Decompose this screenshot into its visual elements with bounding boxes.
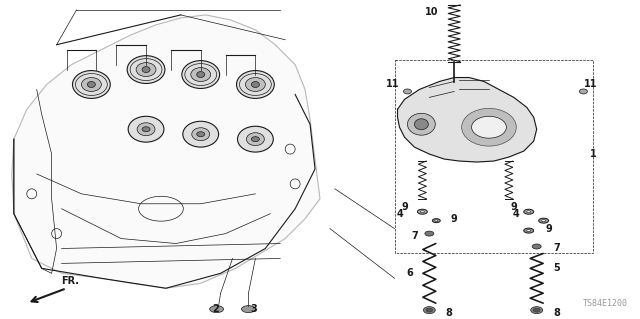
Ellipse shape	[435, 220, 438, 221]
Text: 9: 9	[401, 202, 408, 212]
Ellipse shape	[192, 128, 210, 141]
Text: 3: 3	[250, 304, 257, 314]
Text: 7: 7	[411, 231, 418, 241]
Ellipse shape	[252, 82, 259, 87]
Text: 11: 11	[584, 79, 597, 90]
Ellipse shape	[532, 244, 541, 249]
Ellipse shape	[424, 307, 435, 314]
Ellipse shape	[142, 67, 150, 72]
Ellipse shape	[237, 126, 273, 152]
Text: 9: 9	[511, 202, 517, 212]
Ellipse shape	[237, 70, 275, 98]
Ellipse shape	[88, 82, 95, 87]
Ellipse shape	[196, 132, 205, 137]
Ellipse shape	[246, 78, 266, 92]
Ellipse shape	[252, 137, 259, 142]
Ellipse shape	[417, 209, 428, 214]
Ellipse shape	[461, 108, 516, 146]
Text: 4: 4	[513, 209, 519, 219]
Text: 7: 7	[553, 243, 560, 254]
Ellipse shape	[426, 308, 433, 312]
Ellipse shape	[241, 306, 255, 313]
Text: TS84E1200: TS84E1200	[583, 299, 628, 308]
Ellipse shape	[472, 116, 506, 138]
Ellipse shape	[182, 61, 220, 88]
Ellipse shape	[539, 218, 548, 223]
Text: 5: 5	[553, 263, 560, 273]
Ellipse shape	[72, 70, 110, 98]
Ellipse shape	[527, 211, 531, 213]
Polygon shape	[397, 78, 537, 162]
Ellipse shape	[183, 121, 219, 147]
Ellipse shape	[420, 211, 424, 213]
Ellipse shape	[579, 89, 588, 94]
Text: 8: 8	[553, 308, 560, 318]
Ellipse shape	[527, 230, 531, 232]
Ellipse shape	[142, 127, 150, 132]
Text: 1: 1	[590, 149, 596, 159]
Ellipse shape	[432, 219, 440, 223]
Ellipse shape	[81, 78, 101, 92]
Ellipse shape	[531, 307, 543, 314]
Ellipse shape	[191, 68, 211, 82]
Ellipse shape	[246, 133, 264, 145]
Ellipse shape	[533, 308, 540, 312]
Ellipse shape	[524, 228, 534, 233]
Ellipse shape	[408, 113, 435, 135]
Ellipse shape	[196, 71, 205, 78]
Ellipse shape	[137, 123, 155, 136]
Text: 4: 4	[396, 209, 403, 219]
Ellipse shape	[127, 56, 165, 84]
Ellipse shape	[210, 306, 223, 313]
Polygon shape	[12, 15, 320, 288]
Text: 9: 9	[451, 214, 458, 224]
Ellipse shape	[524, 209, 534, 214]
Text: 9: 9	[545, 224, 552, 234]
Ellipse shape	[128, 116, 164, 142]
Text: 2: 2	[212, 304, 219, 314]
Ellipse shape	[403, 89, 412, 94]
Ellipse shape	[136, 63, 156, 77]
Text: 6: 6	[406, 268, 413, 278]
Ellipse shape	[425, 231, 434, 236]
Text: 10: 10	[424, 7, 438, 17]
Text: FR.: FR.	[61, 276, 79, 286]
Ellipse shape	[541, 220, 546, 222]
Ellipse shape	[415, 119, 428, 130]
Text: 8: 8	[446, 308, 452, 318]
Bar	[394, 60, 593, 254]
Text: 11: 11	[386, 79, 399, 90]
